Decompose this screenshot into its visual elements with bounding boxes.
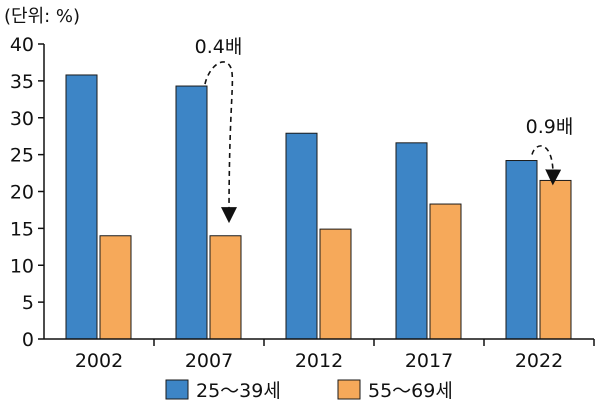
y-tick-label: 35 [10, 71, 34, 93]
y-axis-ticks: 0 5 10 15 20 25 30 35 40 [10, 34, 44, 351]
bar-series2-2012 [319, 228, 352, 340]
legend-label: 55～69세 [368, 380, 453, 402]
x-tick-label-2022: 2022 [515, 350, 563, 372]
bar-series2-2022 [539, 179, 572, 340]
bar-series2-2017 [429, 203, 462, 340]
y-tick-label: 5 [22, 292, 34, 314]
x-tick-label-2007: 2007 [185, 350, 233, 372]
y-tick-label: 30 [10, 108, 34, 130]
legend-swatch [165, 379, 189, 400]
y-tick-label: 20 [10, 182, 34, 204]
x-tick-label-2012: 2012 [295, 350, 343, 372]
y-tick-label: 10 [10, 255, 34, 277]
bar-series2-2007 [209, 235, 242, 340]
bar-series1-2012 [285, 132, 318, 340]
y-tick-label: 15 [10, 218, 34, 240]
annotations: 0.4배 0.9배 [195, 36, 574, 224]
axes [43, 44, 594, 340]
legend: 25～39세 55～69세 [165, 379, 453, 402]
x-tick-label-2002: 2002 [75, 350, 123, 372]
x-axis-ticks: 2002 2007 2012 2017 2022 [75, 339, 595, 372]
x-tick-label-2017: 2017 [405, 350, 453, 372]
ratio-label: 0.4배 [195, 36, 243, 58]
bar-series2-2002 [99, 235, 132, 340]
ratio-label: 0.9배 [526, 116, 574, 138]
y-tick-label: 40 [10, 34, 34, 56]
ratio-arrow [204, 61, 238, 224]
legend-label: 25～39세 [196, 380, 281, 402]
y-tick-label: 25 [10, 145, 34, 167]
bar-series1-2017 [395, 142, 428, 340]
bars [65, 74, 572, 340]
ratio-arrow [531, 145, 562, 186]
legend-swatch [337, 379, 361, 400]
bar-series1-2007 [175, 85, 208, 340]
unit-label: (단위: %) [4, 6, 80, 27]
bar-series1-2002 [65, 74, 98, 340]
bar-series1-2022 [505, 160, 538, 340]
y-tick-label: 0 [22, 329, 34, 351]
